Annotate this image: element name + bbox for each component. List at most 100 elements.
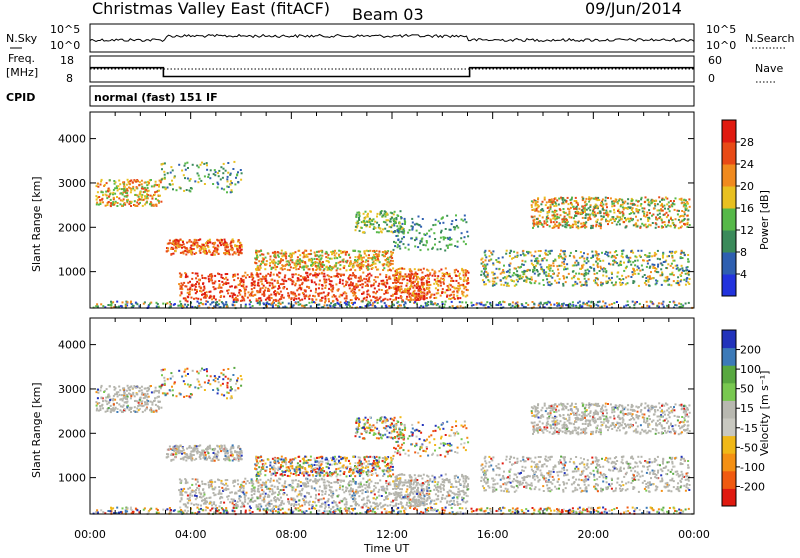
power-echo	[328, 288, 330, 290]
power-echo	[401, 282, 403, 284]
power-echo	[605, 302, 607, 304]
power-echo	[616, 276, 618, 278]
power-echo	[648, 201, 650, 203]
power-echo	[321, 292, 323, 294]
noise-left-tick-bottom: 10^0	[50, 39, 80, 52]
velocity-echo	[96, 409, 98, 411]
station-title: Christmas Valley East (fitACF)	[92, 0, 330, 18]
power-echo	[564, 250, 566, 252]
power-echo	[592, 255, 594, 257]
power-echo	[404, 221, 406, 223]
power-echo	[376, 216, 378, 218]
power-echo	[580, 251, 582, 253]
power-echo	[376, 299, 378, 301]
power-echo	[214, 275, 216, 277]
power-echo	[636, 226, 638, 228]
power-echo	[621, 199, 623, 201]
power-echo	[686, 277, 688, 279]
power-echo	[630, 203, 632, 205]
power-echo	[386, 279, 388, 281]
power-echo	[180, 252, 182, 254]
power-echo	[116, 205, 118, 207]
power-echo	[267, 290, 269, 292]
power-echo	[113, 180, 115, 182]
power-echo	[101, 179, 103, 181]
power-echo	[523, 254, 525, 256]
power-echo	[631, 219, 633, 221]
power-echo	[178, 164, 180, 166]
power-echo	[549, 270, 551, 272]
power-echo	[644, 282, 646, 284]
power-echo	[186, 247, 188, 249]
power-echo	[365, 211, 367, 213]
power-echo	[110, 199, 112, 201]
power-echo	[399, 248, 401, 250]
power-echo	[666, 255, 668, 257]
power-echo	[426, 294, 428, 296]
power-echo	[282, 259, 284, 261]
velocity-echo	[110, 411, 112, 413]
power-echo	[359, 284, 361, 286]
power-echo	[618, 216, 620, 218]
power-echo	[260, 250, 262, 252]
velocity-echo	[117, 395, 119, 397]
power-echo	[306, 304, 308, 306]
power-echo	[240, 278, 242, 280]
power-echo	[595, 221, 597, 223]
power-echo	[422, 292, 424, 294]
power-echo	[467, 277, 469, 279]
velocity-echo	[170, 372, 172, 374]
power-echo	[282, 287, 284, 289]
power-echo	[355, 226, 357, 228]
power-echo	[360, 257, 362, 259]
power-echo	[535, 223, 537, 225]
power-echo	[186, 162, 188, 164]
power-echo	[359, 230, 361, 232]
power-echo	[173, 304, 175, 306]
power-echo	[230, 248, 232, 250]
power-echo	[372, 259, 374, 261]
power-echo	[475, 304, 477, 306]
velocity-echo	[136, 411, 138, 413]
power-echo	[587, 217, 589, 219]
power-echo	[465, 243, 467, 245]
velocity-echo	[135, 387, 137, 389]
power-echo	[338, 250, 340, 252]
power-echo	[217, 186, 219, 188]
power-echo	[570, 202, 572, 204]
power-echo	[440, 248, 442, 250]
power-echo	[592, 212, 594, 214]
power-echo	[489, 259, 491, 261]
power-echo	[257, 275, 259, 277]
power-echo	[510, 263, 512, 265]
power-echo	[390, 256, 392, 258]
power-echo	[561, 303, 563, 305]
power-echo	[571, 204, 573, 206]
power-echo	[657, 250, 659, 252]
power-echo	[481, 263, 483, 265]
power-echo	[418, 285, 420, 287]
power-echo	[391, 224, 393, 226]
power-echo	[143, 199, 145, 201]
power-echo	[595, 204, 597, 206]
noise-right-label: N.Search	[745, 32, 795, 45]
power-echo	[432, 275, 434, 277]
power-echo	[207, 301, 209, 303]
power-echo	[520, 266, 522, 268]
power-echo	[522, 250, 524, 252]
power-echo	[683, 199, 685, 201]
power-echo	[410, 270, 412, 272]
power-echo	[393, 287, 395, 289]
power-echo	[299, 284, 301, 286]
power-echo	[662, 210, 664, 212]
power-echo	[568, 273, 570, 275]
velocity-echo	[136, 407, 138, 409]
power-echo	[608, 263, 610, 265]
power-echo	[156, 191, 158, 193]
power-echo	[109, 193, 111, 195]
power-echo	[265, 280, 267, 282]
velocity-echo	[198, 381, 200, 383]
power-echo	[681, 210, 683, 212]
power-echo	[481, 271, 483, 273]
velocity-echo	[158, 406, 160, 408]
